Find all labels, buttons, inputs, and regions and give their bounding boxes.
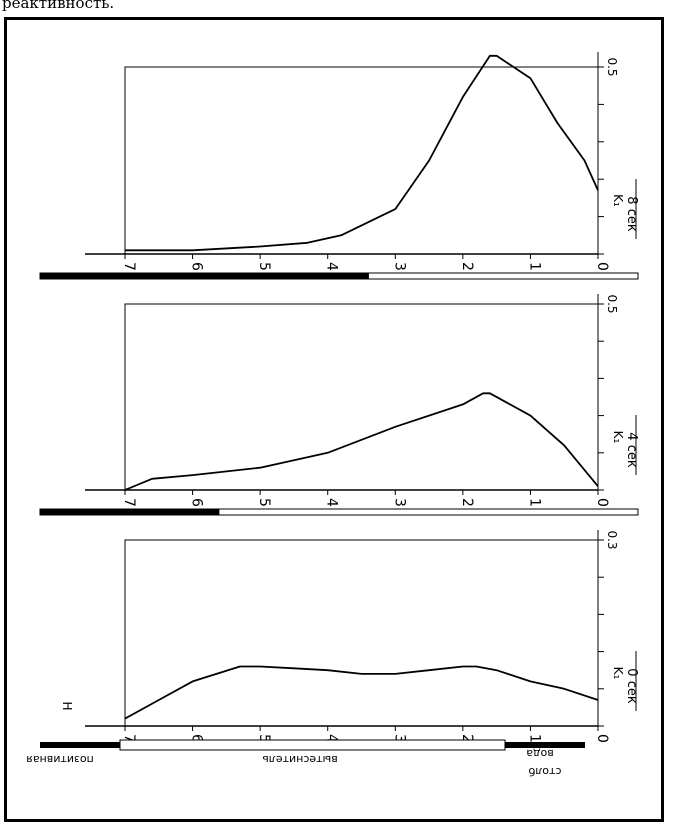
x-tick-label: 2	[459, 498, 475, 507]
plot-border	[124, 66, 598, 254]
x-tick-label: 4	[324, 262, 340, 271]
x-tick-label: 2	[459, 262, 475, 271]
x-tick-label: 2	[459, 734, 475, 743]
label-middle: вытеснитель	[262, 753, 337, 766]
time-label: 8 сек	[624, 196, 639, 232]
label-right-top: вода	[526, 747, 554, 760]
x-tick-label: 4	[324, 734, 340, 743]
chart-panel-1: 0.5 K₁ 8 сек 7 6 5 4 3 2 1 0	[39, 52, 639, 280]
x-tick-label: 5	[256, 498, 272, 507]
chart-panel-2: 0.5 K₁ 4 сек 7 6 5 4 3 2 1 0	[39, 294, 639, 516]
figure-frame	[4, 17, 664, 822]
x-tick-label: 3	[391, 262, 407, 271]
x-tick-label: 5	[256, 262, 272, 271]
x-tick-label: 6	[189, 734, 205, 743]
y-axis-label: K₁	[611, 194, 625, 207]
caption: реактивность.	[2, 0, 115, 12]
x-tick-label: 7	[121, 262, 137, 271]
series-line	[124, 665, 599, 720]
x-tick-label: 3	[391, 734, 407, 743]
series-line	[124, 392, 599, 491]
time-bar-fill	[40, 273, 369, 279]
x-tick-label: 1	[526, 262, 542, 271]
time-bar-fill	[40, 509, 220, 515]
x-tick-label: 7	[121, 498, 137, 507]
series-line	[125, 54, 599, 252]
label-left: позитивная	[26, 753, 94, 766]
x-tick-label: 0	[594, 734, 610, 743]
x-tick-label: 7	[121, 734, 137, 743]
x-tick-label: 1	[526, 734, 542, 743]
plot-border	[124, 303, 598, 490]
y-tick-label: 0.5	[605, 294, 619, 313]
plot-border	[124, 539, 598, 726]
x-tick-label: 3	[391, 498, 407, 507]
x-tick-label: 4	[324, 498, 340, 507]
time-label: 0 сек	[624, 668, 639, 704]
x-tick-label: 5	[256, 734, 272, 743]
time-label: 4 сек	[624, 432, 639, 468]
x-tick-label: 6	[189, 498, 205, 507]
corner-label: H	[60, 701, 74, 710]
x-tick-label: 0	[594, 262, 610, 271]
x-tick-label: 0	[594, 498, 610, 507]
y-tick-label: 0.3	[605, 530, 619, 549]
y-axis-label: K₁	[611, 667, 625, 680]
x-tick-label: 1	[526, 498, 542, 507]
chart-panel-3: 0.3 K₁ 0 сек 7 6 5 4 3 2 1 0 H	[60, 530, 639, 743]
y-axis-label: K₁	[611, 431, 625, 444]
label-right-bottom: столб	[528, 765, 561, 778]
bottom-strip-gap	[119, 739, 506, 751]
y-tick-label: 0.5	[605, 57, 619, 76]
x-tick-label: 6	[189, 262, 205, 271]
